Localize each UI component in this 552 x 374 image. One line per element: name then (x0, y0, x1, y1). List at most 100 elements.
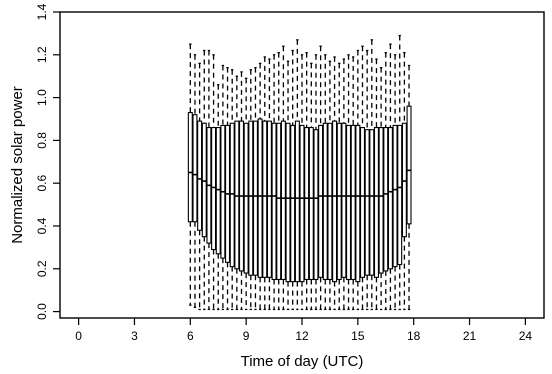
y-tick-label: 0.0 (35, 303, 49, 320)
box-24 (299, 54, 305, 311)
box-body (350, 124, 356, 281)
y-axis: 0.0 0.2 0.4 0.6 0.8 1.0 1.2 1.4 (35, 3, 60, 320)
box-14 (252, 66, 258, 311)
box-18 (271, 54, 277, 311)
box-21 (285, 60, 291, 311)
box-body (387, 127, 393, 270)
box-44 (392, 54, 398, 311)
box-body (383, 127, 389, 272)
box-body (243, 122, 249, 274)
y-tick-label: 1.0 (35, 89, 49, 106)
box-25 (304, 52, 310, 311)
box-body (197, 120, 203, 231)
box-body (276, 122, 282, 281)
box-20 (280, 45, 286, 311)
y-axis-label: Normalized solar power (9, 86, 26, 244)
box-34 (346, 54, 352, 311)
x-tick-label: 0 (75, 329, 82, 343)
boxes-group (187, 34, 412, 311)
y-tick-label: 0.6 (35, 175, 49, 192)
box-30 (327, 60, 333, 311)
box-body (192, 114, 198, 223)
box-39 (369, 39, 375, 311)
box-28 (318, 45, 324, 311)
box-12 (243, 77, 249, 311)
box-1 (192, 54, 198, 308)
x-tick-label: 6 (187, 329, 194, 343)
box-body (294, 120, 300, 283)
x-tick-label: 9 (243, 329, 250, 343)
x-tick-label: 12 (295, 329, 309, 343)
x-tick-label: 15 (351, 329, 365, 343)
box-body (299, 124, 305, 283)
box-body (201, 122, 207, 238)
box-26 (308, 62, 314, 311)
x-axis-label: Time of day (UTC) (241, 353, 364, 370)
box-body (336, 122, 342, 281)
box-35 (350, 56, 356, 311)
box-body (397, 124, 403, 266)
box-4 (206, 49, 212, 311)
box-body (252, 120, 258, 276)
box-31 (332, 56, 338, 311)
box-17 (266, 58, 272, 311)
box-body (211, 127, 217, 251)
box-23 (294, 39, 300, 311)
box-38 (364, 49, 370, 311)
box-body (332, 120, 338, 283)
box-41 (378, 66, 384, 311)
box-37 (359, 45, 366, 311)
box-body (187, 112, 193, 223)
box-36 (355, 49, 361, 311)
box-body (266, 120, 272, 278)
box-body (304, 127, 310, 281)
box-22 (290, 49, 296, 311)
x-tick-label: 18 (407, 329, 421, 343)
box-body (359, 127, 366, 278)
box-0 (187, 43, 193, 306)
box-32 (336, 62, 342, 311)
y-tick-label: 0.4 (35, 217, 49, 234)
box-47 (406, 64, 412, 311)
y-tick-label: 0.2 (35, 260, 49, 277)
box-9 (229, 69, 235, 311)
box-body (215, 127, 221, 255)
box-body (257, 118, 263, 278)
box-body (271, 122, 277, 281)
box-27 (313, 54, 319, 311)
box-body (313, 129, 319, 281)
box-body (373, 127, 379, 278)
box-15 (257, 62, 263, 311)
box-45 (397, 34, 403, 311)
box-body (341, 122, 347, 278)
box-19 (276, 52, 282, 311)
box-42 (383, 52, 389, 311)
box-body (229, 122, 235, 268)
box-body (346, 124, 352, 281)
box-13 (248, 69, 254, 311)
y-tick-label: 1.2 (35, 46, 49, 63)
x-tick-label: 21 (463, 329, 477, 343)
box-body (234, 120, 240, 270)
box-29 (322, 54, 328, 311)
box-body (364, 129, 370, 276)
box-body (369, 129, 375, 276)
box-body (248, 120, 254, 276)
box-body (308, 127, 314, 281)
y-tick-label: 0.8 (35, 132, 49, 149)
x-axis: 0 3 6 9 12 15 18 21 24 (75, 318, 532, 343)
box-body (262, 120, 268, 278)
box-33 (341, 58, 347, 311)
x-tick-label: 24 (519, 329, 533, 343)
box-body (290, 124, 296, 283)
box-8 (225, 66, 231, 311)
y-tick-label: 1.4 (35, 3, 49, 20)
box-body (322, 122, 328, 281)
box-40 (373, 58, 379, 311)
box-6 (215, 84, 221, 311)
box-body (378, 127, 384, 274)
box-2 (197, 62, 203, 311)
box-43 (387, 43, 393, 311)
box-body (280, 120, 286, 281)
box-body (327, 122, 333, 281)
